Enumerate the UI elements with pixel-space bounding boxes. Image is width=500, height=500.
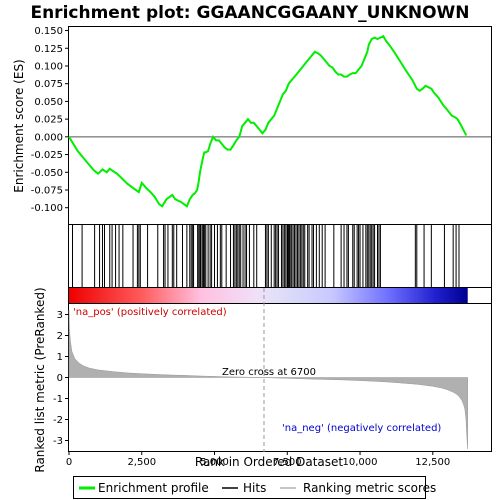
legend-metric-label: Ranking metric scores	[303, 481, 436, 495]
es-tick-label: 0.075	[34, 79, 63, 90]
zero-cross-label: Zero cross at 6700	[222, 367, 316, 378]
metric-tick-label: -2	[53, 415, 63, 426]
metric-y-axis: 3 2 1 0 -1 -2 -3	[53, 310, 69, 447]
es-tick-label: 0.050	[34, 97, 63, 108]
x-axis: 0 2,500 5,000 7,500 10,000 12,500	[66, 451, 450, 468]
rank-color-bar	[69, 288, 468, 303]
es-tick-label: -0.025	[31, 150, 63, 161]
es-tick-label: -0.050	[31, 168, 63, 179]
x-tick-label: 5,000	[200, 457, 229, 468]
metric-tick-label: 0	[57, 373, 63, 384]
es-tick-label: -0.075	[31, 185, 63, 196]
x-tick-label: 12,500	[415, 457, 450, 468]
x-tick-label: 2,500	[127, 457, 156, 468]
es-tick-label: 0.025	[34, 115, 63, 126]
pos-correlated-label: 'na_pos' (positively correlated)	[73, 307, 227, 318]
metric-tick-label: -3	[53, 436, 63, 447]
metric-tick-label: 2	[57, 331, 63, 342]
gene-hits	[71, 225, 460, 287]
es-tick-label: 0.125	[34, 44, 63, 55]
legend: Enrichment profile Hits Ranking metric s…	[73, 476, 436, 499]
es-tick-label: 0.000	[34, 132, 63, 143]
es-y-axis: 0.150 0.125 0.100 0.075 0.050 0.025 0.000 -0.02…	[31, 26, 69, 214]
ranking-metric-area	[68, 310, 468, 449]
metric-y-axis-label: Ranked list metric (PreRanked)	[33, 287, 47, 472]
es-y-axis-label: Enrichment score (ES)	[12, 59, 26, 192]
es-tick-label: 0.100	[34, 61, 63, 72]
legend-hits-label: Hits	[243, 481, 266, 495]
neg-correlated-label: 'na_neg' (negatively correlated)	[282, 423, 441, 434]
legend-box	[73, 476, 426, 499]
enrichment-profile-line	[68, 34, 468, 208]
legend-enrichment-label: Enrichment profile	[98, 481, 209, 495]
x-tick-label: 10,000	[343, 457, 378, 468]
es-tick-label: -0.100	[31, 203, 63, 214]
metric-tick-label: -1	[53, 394, 63, 405]
metric-tick-label: 3	[57, 310, 63, 321]
es-tick-label: 0.150	[34, 26, 63, 37]
x-axis-label: Rank in Ordered Dataset	[195, 455, 343, 469]
metric-tick-label: 1	[57, 352, 63, 363]
x-tick-label: 0	[66, 457, 72, 468]
x-tick-label: 7,500	[273, 457, 302, 468]
chart-title: Enrichment plot: GGAANCGGAANY_UNKNOWN	[30, 3, 469, 23]
